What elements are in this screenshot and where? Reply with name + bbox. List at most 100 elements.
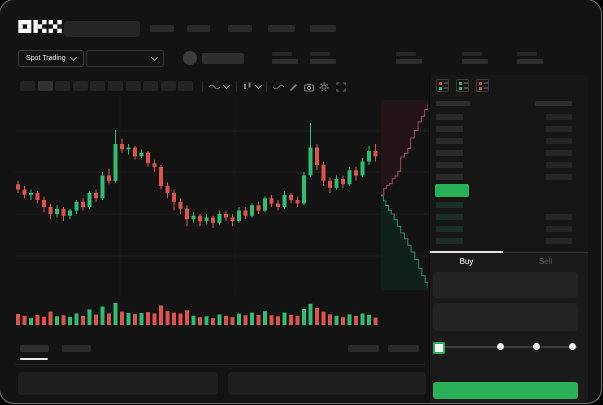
orderbook-last-price[interactable] — [435, 184, 469, 197]
bottom-tab-active[interactable] — [20, 345, 49, 352]
combined-book-icon[interactable] — [436, 79, 449, 92]
orderbook-row[interactable] — [436, 199, 572, 211]
timeframe-button[interactable] — [178, 81, 194, 91]
orderbook-price-cell — [436, 114, 463, 120]
tab-sell[interactable]: Sell — [538, 257, 553, 266]
slider-step-dot[interactable] — [533, 343, 540, 350]
nav-item[interactable] — [268, 25, 295, 32]
orderbook-row[interactable] — [436, 135, 572, 147]
orderbook-row[interactable] — [436, 147, 572, 159]
ticker-stat-value — [517, 59, 543, 64]
bottom-panel-placeholder — [18, 372, 218, 395]
coin-icon — [183, 51, 197, 65]
draw-pencil-icon[interactable] — [289, 82, 298, 92]
slider-handle[interactable] — [433, 342, 445, 354]
ticker-stat-value — [462, 59, 488, 64]
chart-type-dropdown[interactable] — [209, 81, 231, 92]
camera-icon[interactable] — [304, 82, 314, 92]
toolbar-divider — [266, 81, 267, 92]
ticker-stat-value — [310, 59, 336, 64]
orderbook-amount-cell — [546, 126, 572, 132]
market-type-label: Spot Trading — [26, 55, 66, 62]
orderbook-trade-panel: Buy Sell — [430, 75, 588, 403]
wave-indicator-icon[interactable] — [273, 82, 284, 92]
orderbook-row[interactable] — [436, 159, 572, 171]
nav-item[interactable] — [187, 25, 210, 32]
chart-grid — [15, 96, 429, 294]
orderbook-amount-cell — [546, 114, 572, 120]
line-chart-icon — [209, 84, 220, 89]
orderbook-price-cell — [436, 150, 463, 156]
slider-step-dot[interactable] — [569, 343, 576, 350]
orderbook-price-cell — [436, 162, 463, 168]
orderbook-row[interactable] — [436, 211, 572, 223]
nav-item[interactable] — [310, 25, 336, 32]
orderbook-row[interactable] — [436, 111, 572, 123]
orderbook-price-cell — [436, 126, 463, 132]
timeframe-button[interactable] — [55, 81, 71, 91]
bottom-tab[interactable] — [62, 345, 91, 352]
orderbook-row[interactable] — [436, 223, 572, 235]
toolbar-divider — [202, 81, 203, 92]
bottom-panel-placeholder — [228, 372, 426, 395]
timeframe-button[interactable] — [125, 81, 141, 91]
orderbook-row[interactable] — [436, 123, 572, 135]
active-tab-underline — [20, 358, 48, 360]
asks-book-icon[interactable] — [476, 79, 489, 92]
tab-divider — [503, 252, 588, 253]
nav-item[interactable] — [228, 25, 252, 32]
orderbook-amount-header — [535, 101, 572, 106]
ticker-stat-label — [462, 52, 482, 56]
bottom-tab[interactable] — [388, 345, 419, 352]
timeframe-button[interactable] — [143, 81, 159, 91]
chevron-down-icon — [222, 81, 231, 90]
orderbook-row[interactable] — [436, 171, 572, 183]
search-input[interactable] — [64, 21, 140, 37]
orderbook-amount-cell — [546, 150, 572, 156]
buy-tab-indicator — [430, 251, 503, 253]
ticker-stat-label — [272, 52, 292, 56]
bids-book-icon[interactable] — [456, 79, 469, 92]
orderbook-amount-cell — [546, 138, 572, 144]
orderbook-amount-cell — [546, 162, 572, 168]
bottom-tab[interactable] — [348, 345, 379, 352]
orderbook-price-cell — [436, 238, 463, 244]
orderbook-row[interactable] — [436, 235, 572, 247]
market-type-dropdown[interactable]: Spot Trading — [18, 50, 84, 67]
okx-logo[interactable] — [18, 20, 62, 33]
orderbook-price-cell — [436, 174, 463, 180]
timeframe-button[interactable] — [108, 81, 123, 91]
orderbook-price-header — [436, 101, 470, 106]
nav-item[interactable] — [150, 25, 174, 32]
timeframe-button[interactable] — [72, 81, 88, 91]
timeframe-button[interactable] — [37, 81, 53, 91]
candlestick-chart[interactable] — [14, 100, 382, 282]
orderbook-bid-rows — [436, 199, 572, 247]
panel-divider — [429, 75, 430, 403]
timeframe-button[interactable] — [90, 81, 106, 91]
fullscreen-icon[interactable] — [336, 82, 346, 92]
chevron-down-icon — [69, 53, 77, 62]
amount-input[interactable] — [433, 303, 578, 331]
toolbar-divider — [236, 81, 237, 92]
gear-icon[interactable] — [319, 82, 329, 92]
depth-chart-overlay[interactable] — [381, 100, 428, 290]
orderbook-ask-rows — [436, 111, 572, 183]
slider-step-dot[interactable] — [497, 343, 504, 350]
divider — [15, 364, 425, 365]
orderbook-amount-cell — [546, 238, 572, 244]
orderbook-amount-cell — [546, 174, 572, 180]
tab-buy[interactable]: Buy — [459, 257, 474, 266]
buy-button[interactable] — [433, 382, 578, 399]
amount-slider-track[interactable] — [437, 346, 578, 348]
pair-selector-dropdown[interactable] — [86, 50, 164, 67]
indicators-dropdown[interactable] — [243, 81, 263, 92]
timeframe-button[interactable] — [160, 81, 176, 91]
price-input[interactable] — [433, 272, 578, 298]
orderbook-amount-cell — [546, 226, 572, 232]
volume-chart[interactable] — [14, 299, 382, 325]
orderbook-price-cell — [436, 226, 463, 232]
chevron-down-icon — [150, 53, 159, 62]
timeframe-button[interactable] — [20, 81, 35, 91]
orderbook-price-cell — [436, 202, 463, 208]
